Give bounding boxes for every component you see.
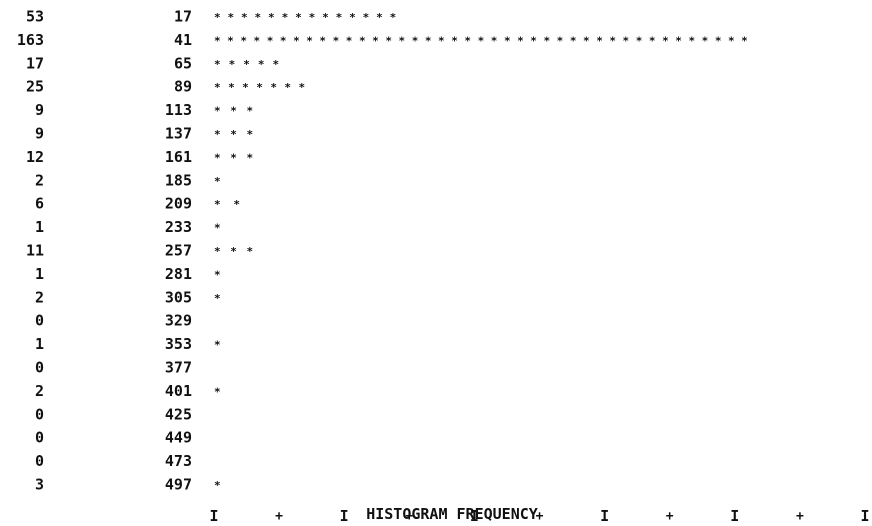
count-label: 0: [35, 359, 44, 377]
count-label: 1: [35, 335, 44, 353]
category-label: 329: [165, 312, 192, 330]
category-label: 89: [174, 78, 192, 96]
axis-minor-mark: +: [275, 509, 283, 524]
category-label: 17: [174, 8, 192, 26]
count-label: 6: [35, 195, 44, 213]
category-label: 65: [174, 54, 192, 72]
count-label: 2: [35, 382, 44, 400]
count-label: 17: [26, 54, 44, 72]
axis-major-mark: I: [600, 507, 609, 525]
bar: ***: [214, 151, 253, 164]
count-label: 2: [35, 171, 44, 189]
axis-minor-mark: +: [405, 509, 413, 524]
category-label: 209: [165, 195, 192, 213]
category-label: 137: [165, 125, 192, 143]
histogram-rows: 53 17 **************163 41 *****************…: [17, 8, 748, 494]
count-label: 12: [26, 148, 44, 166]
category-label: 449: [165, 429, 192, 447]
count-label: 3: [35, 476, 44, 494]
bar: *: [214, 268, 221, 281]
count-label: 2: [35, 288, 44, 306]
count-label: 9: [35, 125, 44, 143]
axis-minor-mark: +: [536, 509, 544, 524]
category-label: 257: [165, 242, 192, 260]
axis-major-mark: I: [340, 507, 349, 525]
bar: *****: [214, 58, 279, 71]
category-label: 281: [165, 265, 192, 283]
category-label: 161: [165, 148, 192, 166]
count-label: 9: [35, 101, 44, 119]
category-label: 401: [165, 382, 192, 400]
category-label: 377: [165, 359, 192, 377]
axis-minor-mark: +: [796, 509, 804, 524]
category-label: 353: [165, 335, 192, 353]
bar: *: [214, 292, 221, 305]
bar: ***: [214, 128, 253, 141]
bar: **: [214, 198, 240, 211]
axis-major-mark: I: [209, 507, 218, 525]
bar: ***: [214, 245, 253, 258]
category-label: 41: [174, 31, 192, 49]
category-label: 497: [165, 476, 192, 494]
category-label: 113: [165, 101, 192, 119]
count-label: 0: [35, 405, 44, 423]
count-label: 1: [35, 265, 44, 283]
axis-major-mark: I: [730, 507, 739, 525]
bar: *******: [214, 81, 305, 94]
bar: *: [214, 222, 221, 235]
count-label: 0: [35, 429, 44, 447]
count-label: 0: [35, 452, 44, 470]
category-label: 305: [165, 288, 192, 306]
x-axis: I+I+I+I+I+I04080120160200: [209, 507, 872, 526]
bar: ***: [214, 105, 253, 118]
count-label: 163: [17, 31, 44, 49]
bar: ****************************************…: [214, 34, 748, 47]
count-label: 11: [26, 242, 44, 260]
count-label: 25: [26, 78, 44, 96]
category-label: 473: [165, 452, 192, 470]
count-label: 1: [35, 218, 44, 236]
axis-major-mark: I: [860, 507, 869, 525]
bar: *: [214, 479, 221, 492]
x-axis-label: HISTOGRAM FREQUENCY: [366, 505, 538, 523]
bar: *: [214, 385, 221, 398]
bar: **************: [214, 11, 396, 24]
axis-major-mark: I: [470, 507, 479, 525]
category-label: 233: [165, 218, 192, 236]
bar: *: [214, 339, 221, 352]
category-label: 425: [165, 405, 192, 423]
count-label: 53: [26, 8, 44, 26]
category-label: 185: [165, 171, 192, 189]
count-label: 0: [35, 312, 44, 330]
axis-minor-mark: +: [666, 509, 674, 524]
bar: *: [214, 175, 221, 188]
